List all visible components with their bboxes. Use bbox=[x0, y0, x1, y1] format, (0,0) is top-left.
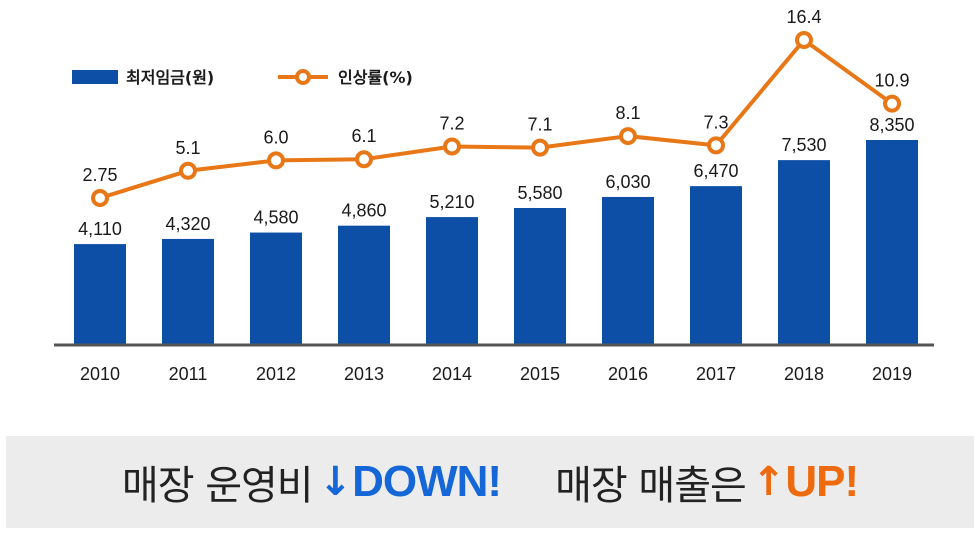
bar-label-2013: 4,860 bbox=[341, 201, 386, 221]
legend-line-marker bbox=[295, 69, 311, 85]
bar-2016 bbox=[602, 196, 654, 345]
x-tick-2016: 2016 bbox=[608, 364, 648, 384]
rate-label-2010: 2.75 bbox=[82, 165, 117, 185]
bar-label-2016: 6,030 bbox=[605, 172, 650, 192]
bar-2017 bbox=[690, 186, 742, 345]
rate-point-2013 bbox=[355, 150, 373, 169]
chart: 4,110 2010 4,320 2011 4,580 2012 4,860 2013 5,21… bbox=[54, 7, 934, 384]
bar-2018 bbox=[778, 160, 830, 345]
rate-label-2019: 10.9 bbox=[874, 71, 909, 91]
legend-line-label: 인상률(%) bbox=[338, 68, 413, 87]
down-arrow-icon: ↓ bbox=[318, 459, 353, 505]
bar-label-2017: 6,470 bbox=[693, 161, 738, 181]
up-arrow-icon: ↑ bbox=[751, 459, 786, 505]
x-tick-2017: 2017 bbox=[696, 364, 736, 384]
banner-right-text: 매장 매출은 bbox=[555, 463, 747, 509]
bar-label-2015: 5,580 bbox=[517, 183, 562, 203]
bar-2019 bbox=[866, 140, 918, 345]
x-tick-2014: 2014 bbox=[432, 364, 472, 384]
bar-2013 bbox=[338, 225, 390, 345]
rate-point-2011 bbox=[179, 161, 197, 180]
promo-banner: 매장 운영비 ↓ DOWN! 매장 매출은 ↑ UP! bbox=[6, 436, 974, 528]
legend-bar-swatch bbox=[72, 70, 118, 84]
bar-label-2012: 4,580 bbox=[253, 208, 298, 228]
rate-label-2016: 8.1 bbox=[615, 103, 640, 123]
x-tick-2010: 2010 bbox=[80, 364, 120, 384]
down-tag: DOWN! bbox=[352, 457, 502, 506]
x-tick-2012: 2012 bbox=[256, 364, 296, 384]
rate-label-2017: 7.3 bbox=[703, 112, 728, 132]
rate-line bbox=[99, 38, 894, 200]
rate-label-2015: 7.1 bbox=[527, 115, 552, 135]
bar-2010 bbox=[74, 244, 126, 345]
x-tick-2011: 2011 bbox=[169, 364, 208, 384]
bar-2011 bbox=[162, 238, 214, 345]
rate-label-2014: 7.2 bbox=[439, 113, 464, 133]
x-tick-2015: 2015 bbox=[520, 364, 560, 384]
bar-2015 bbox=[514, 208, 566, 345]
rate-label-2018: 16.4 bbox=[786, 7, 821, 27]
bar-label-2011: 4,320 bbox=[165, 214, 210, 234]
bar-label-2019: 8,350 bbox=[869, 115, 914, 135]
rate-point-2010 bbox=[91, 189, 109, 207]
rate-point-2012 bbox=[267, 151, 285, 170]
legend-bar-label: 최저임금(원) bbox=[126, 68, 214, 87]
rate-point-2015 bbox=[531, 138, 549, 157]
bar-2012 bbox=[250, 232, 302, 345]
x-tick-2019: 2019 bbox=[872, 364, 912, 384]
rate-label-2013: 6.1 bbox=[351, 126, 376, 146]
rate-point-2018 bbox=[795, 31, 813, 49]
x-tick-2013: 2013 bbox=[344, 364, 384, 384]
bar-label-2014: 5,210 bbox=[429, 192, 474, 212]
rate-point-2014 bbox=[443, 137, 461, 156]
rate-point-2019 bbox=[883, 94, 901, 113]
bar-label-2010: 4,110 bbox=[78, 219, 122, 239]
rate-label-2011: 5.1 bbox=[175, 138, 200, 158]
up-tag: UP! bbox=[785, 457, 859, 506]
bar-label-2018: 7,530 bbox=[781, 135, 826, 155]
rate-point-2016 bbox=[619, 127, 637, 146]
rate-point-2017 bbox=[707, 136, 725, 155]
x-tick-2018: 2018 bbox=[784, 364, 824, 384]
banner-left-text: 매장 운영비 bbox=[121, 463, 314, 509]
bar-2014 bbox=[426, 217, 478, 345]
rate-label-2012: 6.0 bbox=[263, 127, 288, 147]
